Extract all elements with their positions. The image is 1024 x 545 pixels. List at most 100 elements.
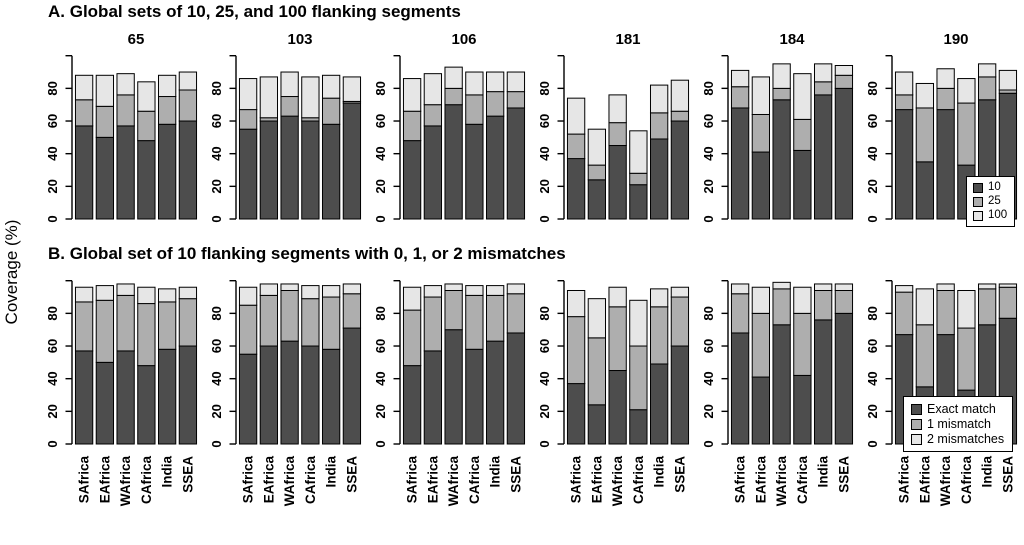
bar-segment [936, 68, 955, 89]
legend-item: 10 [973, 181, 1007, 194]
y-tick-label: 40 [373, 371, 388, 385]
bar-segment [608, 94, 627, 124]
y-tick-label: 60 [209, 114, 224, 128]
y-tick-label: 60 [537, 339, 552, 353]
legend-label: 10 [988, 181, 1001, 193]
bar-segment [321, 74, 341, 99]
bar-segment [834, 289, 854, 314]
bar-segment [259, 294, 279, 347]
bar-segment [772, 63, 791, 89]
bar-segment [402, 309, 422, 367]
bar-segment [608, 370, 627, 445]
x-category-label: EAfrica [261, 456, 276, 504]
bar-segment [649, 112, 669, 140]
bar-segment [444, 87, 463, 106]
bar-segment [751, 376, 771, 445]
bar-segment [730, 332, 750, 445]
bar-segment [730, 293, 750, 334]
subplot-title: 65 [128, 31, 145, 48]
bar-segment [506, 332, 526, 445]
bar-segment [772, 281, 791, 290]
x-category-label: SAfrica [733, 456, 748, 504]
x-category-label: SSEA [508, 456, 523, 493]
bar-segment [894, 291, 914, 336]
subplot-chart: 0 20 40 60 80 106 [373, 31, 526, 223]
bar-segment [74, 74, 94, 101]
legend-label: 1 mismatch [927, 417, 991, 431]
bar-segment [137, 303, 156, 367]
y-tick-label: 20 [865, 404, 880, 418]
bar-segment [629, 184, 648, 220]
y-tick-label: 20 [537, 404, 552, 418]
y-tick-label: 40 [865, 146, 880, 160]
panel-a-title: A. Global sets of 10, 25, and 100 flanki… [48, 2, 461, 21]
y-tick-label: 40 [45, 146, 60, 160]
x-category-label: EAfrica [753, 456, 768, 504]
bar-segment [977, 283, 997, 290]
subplot-chart: 0 20 40 60 80 SAfrica EAfrica WAfrica CAfrica Ind… [701, 280, 854, 506]
bar-segment [259, 283, 279, 296]
y-tick-label: 60 [45, 339, 60, 353]
bar-segment [423, 296, 443, 352]
bar-segment [957, 327, 976, 391]
y-tick-label: 0 [537, 215, 552, 222]
x-category-label: WAfrica [938, 456, 953, 507]
bar-segment [977, 76, 997, 101]
x-category-label: WAfrica [118, 456, 133, 507]
x-category-label: India [324, 456, 339, 488]
x-category-label: India [816, 456, 831, 488]
bar-segment [280, 340, 299, 445]
bar-segment [793, 73, 812, 120]
legend-item: 25 [973, 195, 1007, 208]
bar-segment [238, 286, 258, 306]
bar-segment [95, 105, 115, 138]
x-category-label: SSEA [1000, 456, 1015, 493]
x-category-label: EAfrica [425, 456, 440, 504]
bar-segment [423, 104, 443, 127]
x-category-label: CAfrica [467, 456, 482, 505]
bar-segment [116, 350, 135, 445]
x-category-label: SSEA [836, 456, 851, 493]
bar-segment [834, 87, 854, 220]
y-tick-label: 20 [701, 179, 716, 193]
bar-segment [137, 140, 156, 220]
bar-segment [280, 115, 299, 220]
bar-segment [485, 91, 505, 117]
bar-segment [485, 340, 505, 445]
bar-segment [157, 96, 177, 125]
bar-segment [485, 285, 505, 296]
x-category-label: India [652, 456, 667, 488]
bar-segment [342, 283, 362, 295]
bar-segment [402, 110, 422, 142]
bar-segment [793, 286, 812, 314]
subplot-chart: 0 20 40 60 80 181 [537, 31, 690, 223]
bar-segment [280, 289, 299, 342]
y-tick-label: 20 [701, 404, 716, 418]
y-tick-label: 80 [701, 81, 716, 95]
y-tick-label: 80 [45, 306, 60, 320]
x-category-label: SSEA [672, 456, 687, 493]
bar-segment [957, 289, 976, 329]
legend-label: Exact match [927, 402, 996, 416]
bar-segment [998, 69, 1018, 91]
y-tick-label: 60 [373, 339, 388, 353]
subplot-title: 103 [287, 31, 312, 48]
bar-segment [649, 288, 669, 308]
bar-segment [95, 74, 115, 107]
bar-segment [74, 286, 94, 303]
y-tick-label: 80 [209, 81, 224, 95]
bar-segment [74, 350, 94, 445]
bar-segment [915, 324, 935, 388]
bar-segment [259, 120, 279, 220]
bar-segment [402, 78, 422, 112]
bar-segment [321, 348, 341, 445]
bar-segment [301, 345, 320, 445]
subplot-chart: 0 20 40 60 80 SAfrica EAfrica WAfrica CAfrica Ind… [209, 280, 362, 506]
bar-segment [465, 71, 484, 96]
bar-segment [649, 84, 669, 114]
bar-segment [95, 299, 115, 363]
bar-segment [280, 96, 299, 117]
bar-segment [813, 81, 833, 96]
bar-segment [894, 94, 914, 111]
bar-segment [915, 82, 935, 109]
